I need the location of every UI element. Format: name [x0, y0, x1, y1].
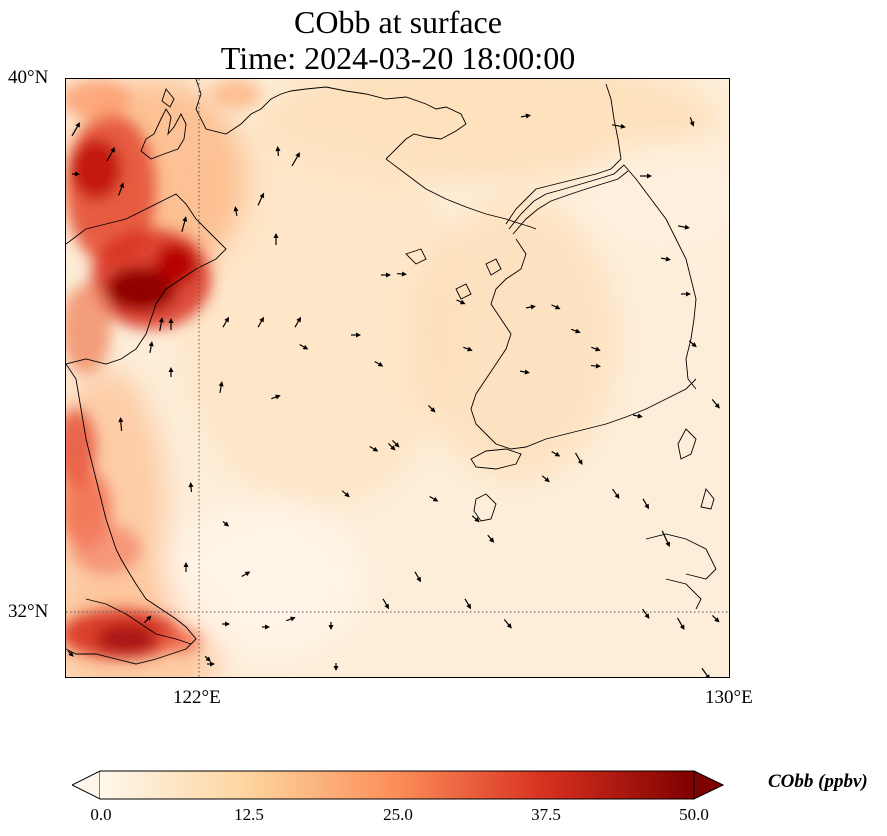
gridlines: [66, 79, 729, 677]
wind-vector-icon: [642, 498, 649, 510]
wind-vector-icon: [168, 367, 174, 377]
wind-vector-icon: [689, 117, 695, 127]
wind-vector-icon: [168, 318, 174, 330]
map-title-line1: CObb at surface: [294, 4, 502, 40]
concentration-field: [66, 79, 729, 677]
wind-vector-icon: [382, 598, 389, 610]
wind-vector-icon: [262, 624, 270, 630]
wind-vector-icon: [181, 216, 188, 232]
wind-vector-icon: [328, 622, 334, 630]
wind-vector-icon: [520, 113, 531, 119]
wind-vector-icon: [72, 171, 80, 177]
wind-vector-icon: [660, 256, 671, 262]
wind-vector-icon: [464, 598, 471, 610]
wind-vector-icon: [273, 233, 279, 245]
wind-vector-icon: [218, 381, 224, 394]
wind-vector-icon: [183, 562, 189, 572]
wind-vector-icon: [463, 346, 473, 352]
wind-vector-icon: [487, 534, 495, 543]
colorbar-tick: 0.0: [90, 805, 112, 824]
wind-vector-icon: [701, 667, 711, 677]
wind-vector-icon: [291, 152, 300, 167]
wind-vector-icon: [711, 399, 720, 409]
wind-vector-icon: [299, 343, 309, 350]
wind-vector-icon: [519, 369, 530, 375]
wind-vector-icon: [294, 316, 301, 328]
wind-vector-icon: [571, 328, 581, 334]
wind-vector-icon: [551, 450, 561, 457]
lat-tick-label: 32°N: [8, 601, 49, 622]
wind-vector-icon: [222, 316, 229, 328]
wind-vector-icon: [525, 304, 536, 310]
wind-vector-icon: [106, 147, 115, 162]
wind-vector-icon: [207, 661, 215, 667]
wind-vector-icon: [688, 340, 697, 348]
wind-vector-icon: [642, 608, 650, 619]
wind-vector-icon: [351, 332, 361, 338]
wind-vector-icon: [341, 490, 350, 498]
colorbar-max-extend: [693, 770, 724, 800]
wind-vector-icon: [118, 417, 124, 432]
wind-vector-icon: [471, 515, 480, 523]
colorbar-gradient: [100, 771, 694, 799]
wind-vector-icon: [381, 272, 391, 278]
lon-tick-label: 122°E: [173, 687, 221, 708]
wind-vector-icon: [640, 173, 652, 179]
wind-vector-icon: [632, 413, 643, 419]
wind-vector-icon: [429, 495, 439, 502]
colorbar-tick: 50.0: [679, 805, 709, 824]
map-panel[interactable]: [65, 78, 730, 678]
wind-vector-icon: [612, 488, 620, 499]
wind-vector-icon: [591, 346, 601, 352]
wind-vector-icon: [257, 192, 265, 206]
wind-vector-icon: [158, 317, 164, 331]
map-canvas: [66, 79, 729, 677]
lon-tick-label: 130°E: [705, 687, 753, 708]
lat-tick-label: 40°N: [8, 67, 49, 88]
wind-vector-icon: [374, 360, 384, 367]
wind-vector-icon: [286, 616, 296, 622]
wind-vector-icon: [222, 520, 230, 527]
wind-vector-icon: [574, 452, 583, 466]
colorbar-min-extend: [72, 770, 101, 800]
wind-vector-icon: [681, 291, 691, 297]
wind-vector-icon: [414, 571, 421, 583]
colorbar-tick: 37.5: [531, 805, 561, 824]
colorbar-label: CObb (ppbv): [768, 771, 868, 792]
wind-vector-icon: [661, 530, 670, 548]
wind-vector-icon: [456, 299, 466, 305]
wind-vectors: [67, 113, 720, 677]
wind-vector-icon: [257, 316, 264, 328]
wind-vector-icon: [396, 271, 407, 277]
wind-vector-icon: [275, 146, 281, 157]
wind-vector-icon: [118, 182, 125, 196]
colorbar-tick: 25.0: [383, 805, 413, 824]
wind-vector-icon: [612, 123, 626, 129]
wind-vector-icon: [71, 122, 80, 137]
wind-vector-icon: [188, 482, 194, 493]
colorbar: [72, 770, 724, 800]
wind-vector-icon: [233, 206, 239, 217]
wind-vector-icon: [676, 617, 685, 631]
wind-vector-icon: [590, 363, 601, 369]
map-title-line2: Time: 2024-03-20 18:00:00: [220, 40, 576, 76]
wind-vector-icon: [271, 394, 281, 400]
wind-vector-icon: [541, 475, 550, 483]
colorbar-tick: 12.5: [234, 805, 264, 824]
wind-vector-icon: [551, 304, 561, 310]
wind-vector-icon: [369, 445, 379, 452]
coastlines: [66, 79, 717, 665]
wind-vector-icon: [241, 571, 251, 578]
wind-vector-icon: [333, 663, 339, 671]
wind-vector-icon: [222, 621, 230, 627]
wind-vector-icon: [148, 341, 154, 354]
wind-vector-icon: [503, 619, 512, 629]
wind-vector-icon: [677, 224, 690, 230]
